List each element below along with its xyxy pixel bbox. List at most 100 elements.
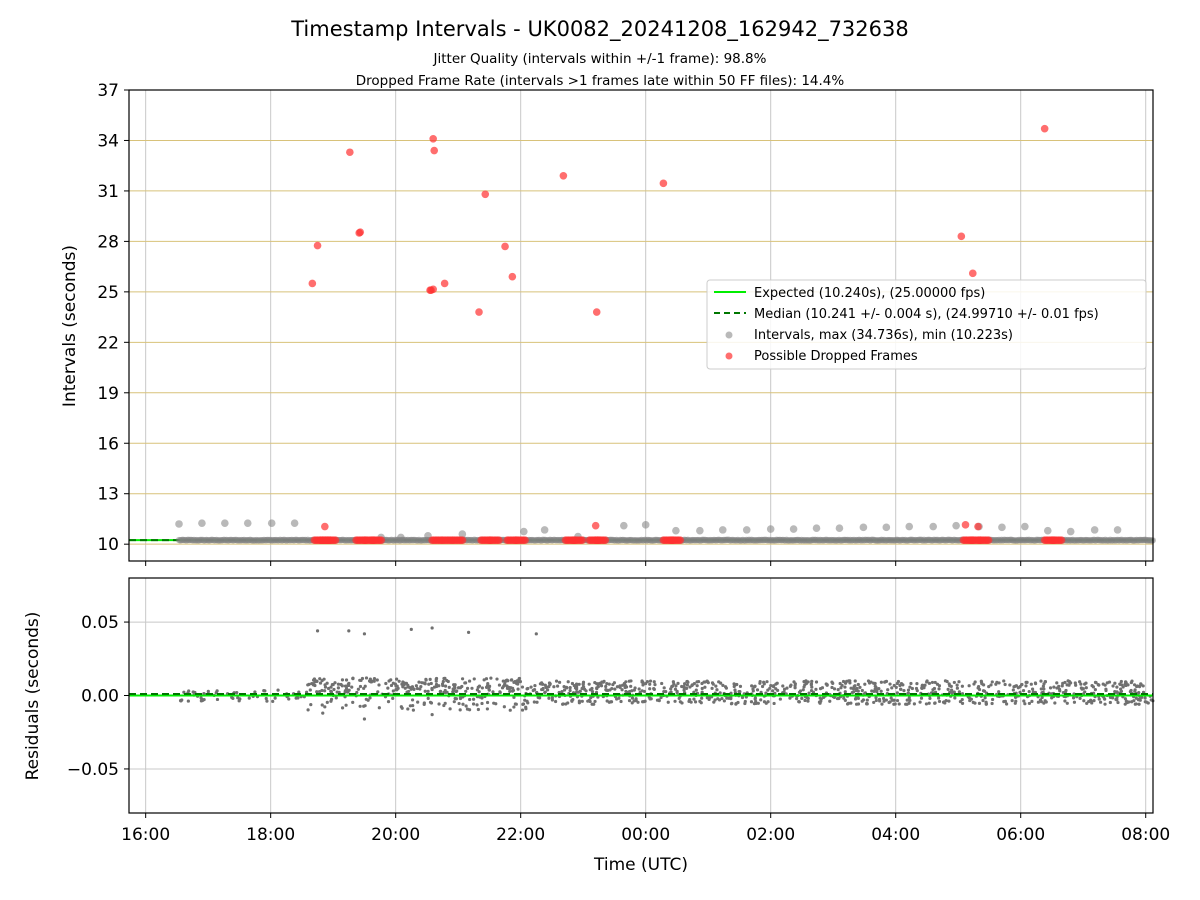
- residual-point: [648, 687, 652, 691]
- residual-point: [910, 686, 914, 691]
- residual-point: [758, 681, 762, 685]
- residual-point: [1126, 683, 1130, 687]
- residual-point: [487, 684, 492, 688]
- residual-point: [670, 685, 674, 689]
- residual-point: [700, 690, 704, 694]
- residual-point: [484, 685, 489, 689]
- residual-point: [887, 700, 891, 705]
- residual-point: [329, 685, 333, 689]
- residual-point: [1039, 687, 1043, 691]
- residual-point: [971, 700, 975, 704]
- residual-point: [529, 685, 533, 689]
- residual-point: [836, 688, 840, 692]
- residual-point: [759, 698, 763, 702]
- residual-point: [762, 682, 766, 686]
- residual-point: [491, 690, 495, 694]
- residual-point: [682, 685, 686, 690]
- residual-point: [532, 688, 537, 692]
- residual-point: [693, 700, 698, 704]
- residual-point: [762, 700, 767, 704]
- residual-outlier-point: [466, 630, 471, 634]
- residual-point: [806, 699, 810, 703]
- residual-point: [694, 688, 698, 692]
- residual-point: [659, 695, 663, 700]
- residual-point: [512, 680, 516, 684]
- residual-point: [441, 683, 445, 688]
- residual-point: [957, 690, 961, 694]
- residual-point: [581, 680, 586, 684]
- residual-point: [718, 691, 722, 695]
- residual-point: [1143, 696, 1147, 700]
- x-tick-label: 20:00: [371, 825, 420, 845]
- residual-point: [486, 681, 490, 686]
- x-tick-label: 22:00: [496, 825, 545, 845]
- residual-point: [1030, 699, 1034, 703]
- residual-point: [1038, 698, 1043, 702]
- residual-point: [472, 677, 476, 681]
- x-tick-label: 16:00: [121, 825, 170, 845]
- residual-point: [389, 683, 394, 688]
- residual-point: [755, 688, 760, 692]
- residual-point: [753, 696, 757, 700]
- residual-point: [689, 700, 693, 704]
- residual-point: [785, 686, 789, 690]
- residual-point: [607, 682, 611, 686]
- residual-point: [628, 689, 632, 694]
- residual-point: [544, 685, 548, 690]
- residual-point: [510, 689, 515, 693]
- interval-point: [952, 521, 960, 530]
- residual-point: [772, 701, 776, 706]
- residual-point: [750, 684, 754, 688]
- residual-point: [1057, 684, 1061, 688]
- residual-point: [980, 682, 984, 686]
- residual-point: [1137, 702, 1141, 706]
- residual-point: [700, 696, 704, 700]
- residual-point: [775, 681, 779, 685]
- residual-point: [200, 698, 205, 703]
- residual-point: [396, 686, 400, 690]
- residual-point: [766, 700, 770, 704]
- residual-point: [323, 705, 327, 709]
- residual-point: [1084, 686, 1088, 690]
- residual-point: [329, 689, 333, 693]
- residual-point: [624, 680, 628, 684]
- residual-point: [460, 677, 465, 681]
- residual-point: [766, 688, 770, 692]
- residual-point: [442, 676, 446, 681]
- residual-point: [1008, 683, 1012, 687]
- residual-point: [715, 688, 719, 692]
- residual-point: [630, 696, 635, 700]
- top-y-tick-label: 37: [97, 81, 119, 101]
- residual-point: [933, 690, 938, 694]
- residual-point: [318, 677, 322, 681]
- residual-point: [562, 685, 566, 689]
- residual-point: [909, 681, 913, 686]
- residual-point: [264, 696, 268, 701]
- residual-point: [574, 682, 579, 686]
- residual-point: [662, 689, 666, 694]
- residual-outlier-point: [430, 626, 434, 630]
- residual-point: [437, 702, 441, 706]
- residual-point: [945, 679, 949, 684]
- residual-point: [475, 688, 480, 692]
- residual-point: [464, 689, 468, 693]
- residual-point: [685, 683, 689, 687]
- residual-point: [1021, 689, 1026, 693]
- residual-point: [236, 696, 240, 700]
- residual-point: [215, 697, 220, 702]
- residual-point: [1082, 699, 1086, 703]
- residual-point: [405, 690, 409, 694]
- residual-point: [186, 699, 190, 703]
- residual-point: [852, 684, 856, 689]
- residual-point: [584, 689, 588, 693]
- residual-point: [513, 702, 517, 706]
- residual-point: [925, 679, 929, 683]
- residual-point: [1125, 700, 1129, 704]
- residual-point: [467, 708, 472, 712]
- residual-point: [830, 685, 834, 690]
- residual-point: [1103, 702, 1107, 706]
- residual-point: [678, 700, 682, 704]
- residual-point: [727, 696, 731, 700]
- residual-point: [832, 687, 837, 691]
- residual-point: [605, 682, 609, 686]
